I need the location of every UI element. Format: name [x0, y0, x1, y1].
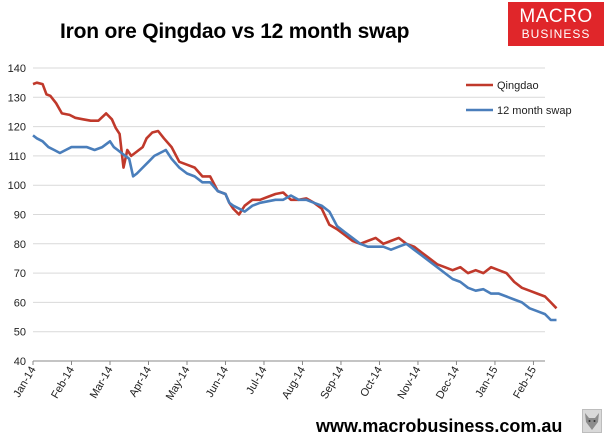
y-axis-tick-labels: 40 50 60 70 80 90 100 110 120 130 140	[8, 63, 26, 368]
x-tick-label: Apr-14	[127, 365, 154, 400]
y-tick-label: 70	[14, 268, 26, 280]
y-tick-label: 110	[8, 151, 26, 163]
y-tick-label: 120	[8, 122, 26, 134]
x-tick-label: Sep-14	[318, 365, 346, 402]
x-tick-label: Jul-14	[244, 365, 269, 397]
macrobusiness-logo: MACRO BUSINESS	[508, 2, 604, 46]
y-tick-label: 130	[8, 92, 26, 104]
legend-label: 12 month swap	[497, 105, 572, 117]
y-tick-label: 140	[8, 63, 26, 75]
y-tick-label: 60	[14, 297, 26, 309]
legend: Qingdao 12 month swap	[466, 80, 572, 117]
x-tick-label: Feb-15	[511, 365, 539, 401]
x-tick-label: Jan-14	[11, 365, 38, 400]
y-tick-label: 90	[14, 210, 26, 222]
logo-line-1: MACRO	[519, 6, 593, 27]
gridlines	[33, 67, 545, 333]
wolf-logo-icon	[582, 409, 602, 433]
y-tick-label: 80	[14, 239, 26, 251]
series-lines	[32, 81, 558, 322]
legend-label: Qingdao	[497, 80, 539, 92]
x-axis-tick-labels: Jan-14 Feb-14 Mar-14 Apr-14 May-14 Jun-14 Jul-…	[11, 361, 539, 402]
x-tick-label: Mar-14	[88, 365, 116, 401]
footer-url[interactable]: www.macrobusiness.com.au	[316, 416, 563, 436]
x-tick-label: Nov-14	[395, 365, 423, 402]
x-tick-label: Aug-14	[280, 365, 308, 402]
y-tick-label: 50	[14, 327, 26, 339]
x-tick-label: Jan-15	[473, 365, 500, 400]
x-tick-label: Feb-14	[49, 365, 77, 401]
logo-line-2: BUSINESS	[521, 27, 591, 41]
series-line-12-month-swap	[32, 134, 557, 322]
x-tick-label: May-14	[164, 365, 193, 403]
y-tick-label: 100	[8, 180, 26, 192]
y-tick-label: 40	[14, 356, 26, 368]
x-tick-label: Oct-14	[358, 365, 385, 400]
series-line-qingdao	[32, 81, 558, 310]
chart-title: Iron ore Qingdao vs 12 month swap	[60, 20, 410, 43]
x-tick-label: Dec-14	[434, 365, 462, 402]
x-tick-label: Jun-14	[204, 365, 231, 400]
